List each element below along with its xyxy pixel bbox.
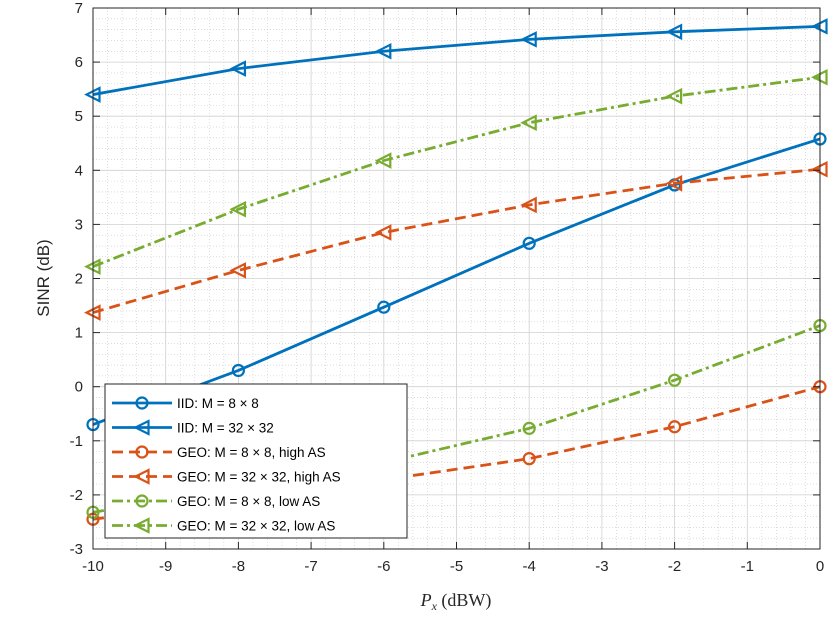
series-5-line	[92, 324, 821, 514]
x-tick-label: -6	[377, 558, 390, 575]
legend-label: GEO: M = 8 × 8, high AS	[177, 445, 326, 460]
legend-entries: IID: M = 8 × 8 IID: M = 32 × 32 GEO: M = 8…	[112, 396, 341, 534]
legend-marker	[135, 494, 149, 508]
series-6-marker	[520, 114, 537, 131]
x-tick-label: -7	[304, 558, 317, 575]
y-tick-label: 3	[75, 216, 83, 233]
series-4-marker	[229, 262, 246, 279]
series-2-marker	[520, 31, 537, 48]
y-tick-label: -1	[70, 433, 83, 450]
x-tick-label: -2	[668, 558, 681, 575]
legend: IID: M = 8 × 8 IID: M = 32 × 32 GEO: M = 8…	[104, 383, 408, 539]
y-tick-label: 5	[75, 108, 83, 125]
legend-box	[104, 383, 408, 539]
legend-label: IID: M = 32 × 32	[177, 421, 274, 436]
series-6-marker	[665, 87, 683, 105]
y-tick-label: -3	[70, 541, 83, 558]
series-4-marker	[665, 175, 683, 192]
x-tick-label: -3	[595, 558, 608, 575]
series-5-marker	[522, 421, 536, 435]
legend-label: GEO: M = 32 × 32, high AS	[177, 470, 341, 485]
legend-marker	[135, 396, 149, 410]
series-2-marker	[665, 23, 683, 41]
legend-label: GEO: M = 8 × 8, low AS	[177, 494, 320, 509]
x-tick-label: -8	[232, 558, 245, 575]
y-tick-label: 4	[75, 162, 83, 179]
x-tick-labels: -10 -9 -8 -7 -6 -5 -4 -3 -2 -1 0	[82, 558, 824, 575]
x-tick-label: -9	[159, 558, 172, 575]
y-axis-label: SINR (dB)	[34, 239, 53, 316]
x-tick-label: 0	[816, 558, 824, 575]
x-axis-label: Px (dBW)	[420, 590, 492, 613]
series-2-marker	[374, 43, 392, 60]
legend-marker	[133, 517, 150, 534]
series-4-line	[92, 167, 821, 314]
y-tick-label: -2	[70, 487, 83, 504]
y-tick-label: 0	[75, 379, 83, 396]
legend-entry-3: GEO: M = 8 × 8, high AS	[112, 445, 326, 460]
series-6-marker	[229, 200, 246, 218]
x-tick-label: -10	[82, 558, 104, 575]
y-tick-label: 2	[75, 271, 83, 288]
legend-entry-1: IID: M = 8 × 8	[112, 396, 259, 411]
legend-label: GEO: M = 32 × 32, low AS	[177, 519, 335, 534]
y-tick-label: 1	[75, 325, 83, 342]
series-3-marker	[667, 420, 682, 434]
x-tick-label: -4	[523, 558, 536, 575]
series-4-marker	[520, 196, 537, 214]
series-3-marker	[522, 452, 536, 466]
y-tick-labels: -3 -2 -1 0 1 2 3 4 5 6 7	[70, 0, 83, 558]
tick-marks	[92, 7, 821, 550]
series-1-line	[92, 137, 821, 426]
series-1-marker	[377, 300, 391, 314]
legend-entry-2: IID: M = 32 × 32	[112, 419, 274, 436]
series-5-marker	[667, 373, 682, 387]
series-1-marker	[231, 363, 245, 378]
series-2-line	[92, 24, 821, 96]
legend-marker	[133, 419, 150, 436]
legend-marker	[133, 468, 150, 485]
legend-entry-5: GEO: M = 8 × 8, low AS	[112, 494, 320, 509]
y-tick-label: 6	[75, 54, 83, 71]
legend-label: IID: M = 8 × 8	[177, 396, 259, 411]
legend-entry-4: GEO: M = 32 × 32, high AS	[112, 468, 341, 485]
x-tick-label: -1	[741, 558, 754, 575]
legend-entry-6: GEO: M = 32 × 32, low AS	[112, 517, 335, 534]
series-4-marker	[374, 224, 392, 241]
legend-marker	[135, 445, 149, 459]
series-1-marker	[522, 236, 536, 250]
x-tick-label: -5	[450, 558, 463, 575]
series-2-marker	[229, 60, 246, 77]
y-tick-label: 7	[75, 0, 83, 17]
series-6-marker	[374, 152, 392, 169]
series-6-line	[92, 75, 821, 268]
